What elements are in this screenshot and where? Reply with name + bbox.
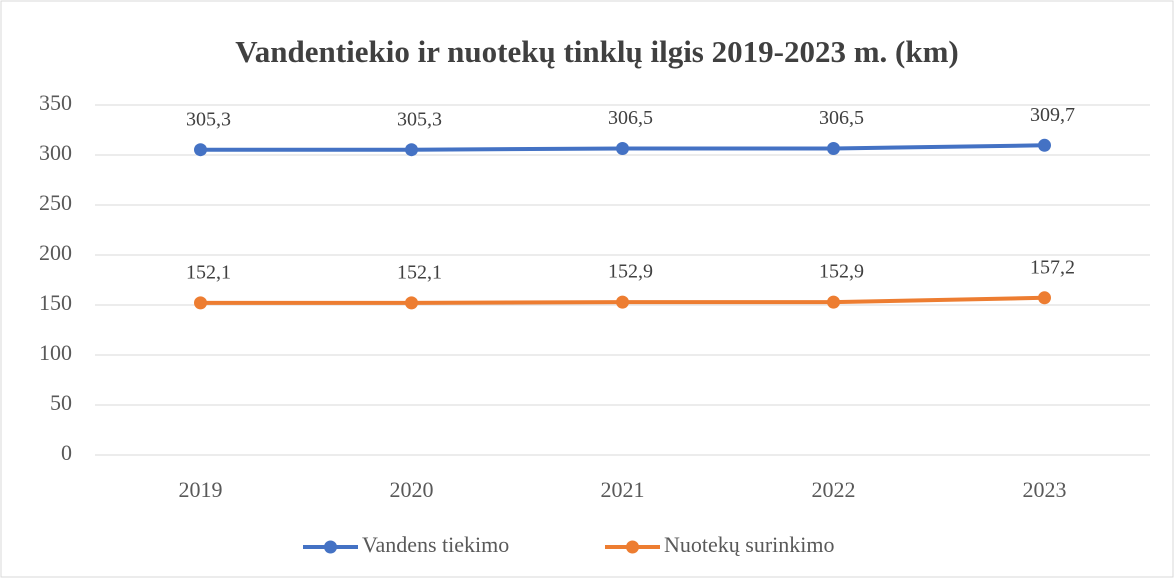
point bbox=[194, 143, 207, 157]
data-label: 305,3 bbox=[186, 108, 231, 130]
y-tick-label: 250 bbox=[39, 190, 72, 215]
x-tick-label: 2021 bbox=[601, 477, 645, 502]
data-label: 305,3 bbox=[397, 108, 442, 130]
legend-label: Vandens tiekimo bbox=[362, 532, 509, 557]
point bbox=[827, 142, 840, 155]
y-tick-label: 200 bbox=[39, 240, 72, 265]
point bbox=[405, 296, 418, 310]
legend-label: Nuotekų surinkimo bbox=[664, 532, 835, 557]
data-label: 157,2 bbox=[1030, 256, 1075, 278]
data-label: 306,5 bbox=[608, 107, 653, 129]
y-tick-label: 50 bbox=[50, 390, 72, 415]
y-tick-label: 0 bbox=[61, 440, 72, 465]
chart-title: Vandentiekio ir nuotekų tinklų ilgis 201… bbox=[235, 34, 958, 69]
y-tick-label: 100 bbox=[39, 340, 72, 365]
y-tick-label: 150 bbox=[39, 290, 72, 315]
data-label: 306,5 bbox=[819, 107, 864, 129]
y-tick-label: 300 bbox=[39, 140, 72, 165]
data-label: 152,1 bbox=[397, 261, 442, 283]
point bbox=[405, 143, 418, 157]
y-tick-label: 350 bbox=[39, 90, 72, 115]
data-label: 152,1 bbox=[186, 261, 231, 283]
point bbox=[1038, 138, 1051, 152]
legend-marker bbox=[324, 540, 337, 554]
point bbox=[827, 295, 840, 309]
x-tick-label: 2023 bbox=[1023, 477, 1067, 502]
x-tick-label: 2022 bbox=[812, 477, 856, 502]
data-label: 152,9 bbox=[608, 261, 653, 283]
x-tick-label: 2019 bbox=[179, 477, 223, 502]
data-label: 309,7 bbox=[1030, 104, 1075, 126]
point bbox=[1038, 291, 1051, 305]
data-label: 152,9 bbox=[819, 261, 864, 283]
point bbox=[616, 142, 629, 155]
point bbox=[616, 295, 629, 309]
legend-marker bbox=[626, 540, 639, 554]
x-tick-label: 2020 bbox=[390, 477, 434, 502]
point bbox=[194, 296, 207, 310]
